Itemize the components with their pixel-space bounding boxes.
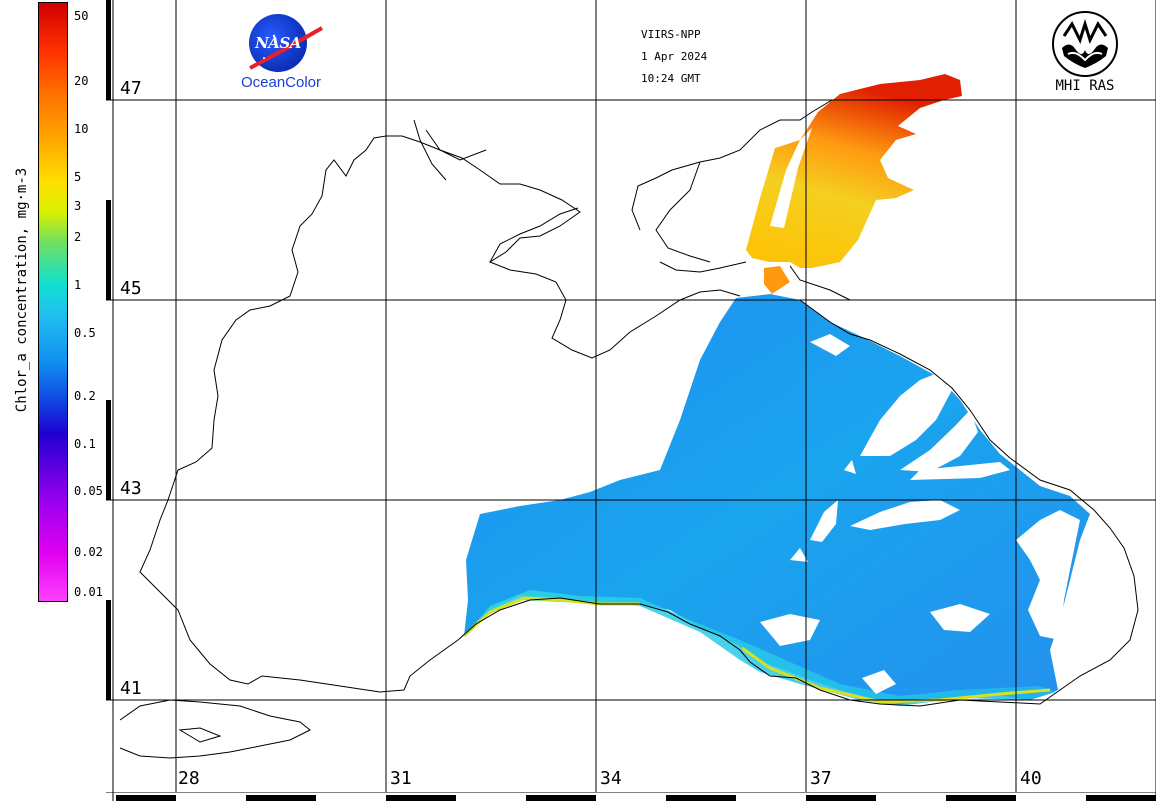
- lon-label: 37: [810, 768, 832, 789]
- colorbar-tick: 0.01: [74, 585, 103, 599]
- nasa-logo: NASA OceanColor: [232, 10, 332, 94]
- black-sea-east-chlorophyll: [464, 294, 1090, 704]
- lon-label: 28: [178, 768, 200, 789]
- mhi-emblem-icon: [1052, 11, 1118, 77]
- mhi-ras-label: MHI RAS: [1055, 78, 1115, 94]
- lat-label: 47: [120, 78, 142, 99]
- acquisition-time: 10:24 GMT: [641, 72, 701, 85]
- coastline: [119, 99, 1139, 759]
- colorbar-tick: 1: [74, 278, 82, 292]
- nasa-wordmark: NASA: [255, 34, 301, 52]
- sensor-name: VIIRS-NPP: [641, 28, 701, 41]
- yellow-coastal-strip-east: [741, 646, 1051, 704]
- acquisition-date: 1 Apr 2024: [641, 50, 708, 63]
- colorbar-panel: 50 20 10 5 3 2 1 0.5 0.2 0.1 0.05 0.02 0…: [0, 0, 106, 801]
- cloud-gaps: [760, 334, 1080, 694]
- colorbar-title: Chlor_a concentration, mg·m-3: [14, 167, 30, 413]
- colorbar-tick: 5: [74, 170, 82, 184]
- nasa-swoosh-icon: [249, 26, 324, 70]
- colorbar-tick: 2: [74, 230, 82, 244]
- colorbar-tick: 0.1: [74, 437, 96, 451]
- arabat-spit: [770, 128, 812, 228]
- colorbar-tick: 0.5: [74, 326, 96, 340]
- colorbar-tick: 0.2: [74, 389, 96, 403]
- acquisition-info: VIIRS-NPP 1 Apr 2024 10:24 GMT: [641, 24, 741, 90]
- lon-label: 31: [390, 768, 412, 789]
- colorbar-tick: 10: [74, 122, 89, 136]
- lon-label: 40: [1020, 768, 1042, 789]
- graticule: [106, 0, 1156, 792]
- colorbar-gradient: [38, 2, 68, 602]
- colorbar-tick: 0.05: [74, 484, 103, 498]
- kerch-strait-water: [764, 266, 790, 294]
- lat-label: 45: [120, 278, 142, 299]
- colorbar-tick: 20: [74, 74, 89, 88]
- map-canvas: [106, 0, 1156, 801]
- lon-label: 34: [600, 768, 622, 789]
- colorbar-tick: 50: [74, 9, 89, 23]
- lat-label: 41: [120, 678, 142, 699]
- ocean-color-label: OceanColor: [240, 74, 322, 91]
- left-axis-ruler: [106, 0, 114, 801]
- colorbar-tick: 0.02: [74, 545, 103, 559]
- colorbar-tick: 3: [74, 199, 82, 213]
- map-frame: 47 45 43 41 28 31 34 37 40: [106, 0, 1156, 801]
- mhi-ras-logo: MHI RAS: [1047, 10, 1123, 98]
- azov-sea-chlorophyll: [746, 74, 962, 268]
- bottom-axis-ruler: [106, 792, 1156, 801]
- lat-label: 43: [120, 478, 142, 499]
